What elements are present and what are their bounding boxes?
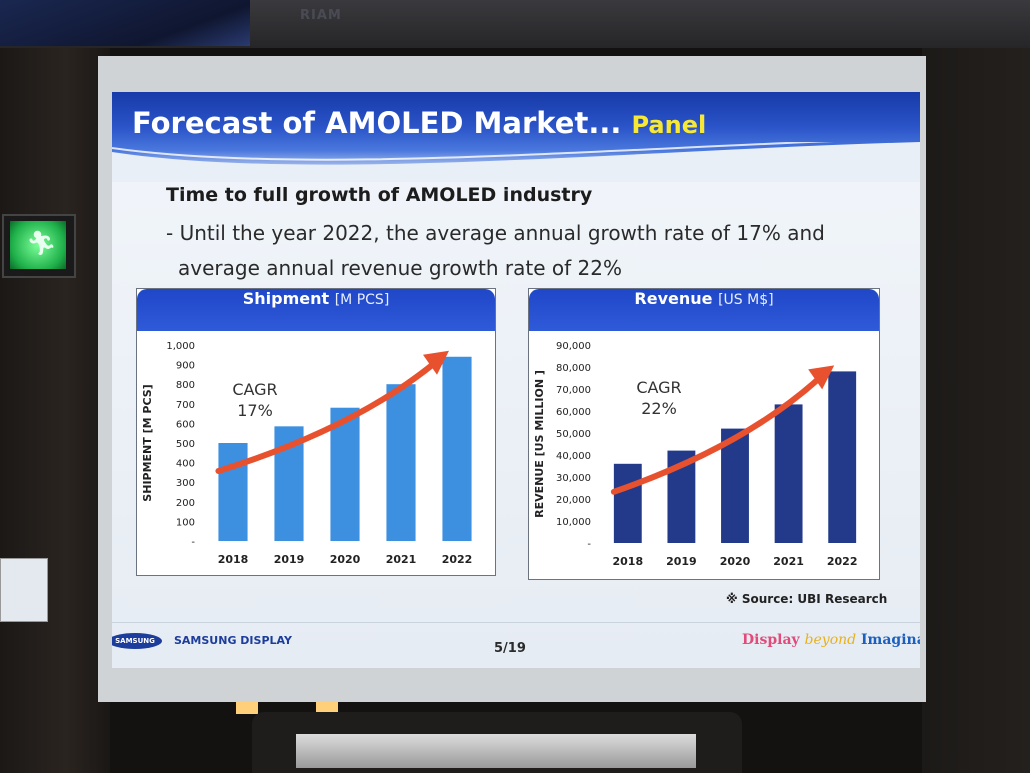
bullet-line-1: - Until the year 2022, the average annua… — [166, 221, 825, 245]
y-tick-label: 10,000 — [556, 517, 591, 528]
x-tick-label: 2022 — [827, 555, 858, 568]
x-tick-label: 2018 — [612, 555, 643, 568]
bar-2021 — [386, 384, 416, 541]
shipment-chart: Shipment [M PCS] SHIPMENT [M PCS] - 100 200… — [136, 288, 496, 576]
tagline-beyond: beyond — [804, 632, 857, 648]
floor-light — [236, 702, 258, 714]
x-tick-label: 2020 — [720, 555, 751, 568]
y-tick-label: 700 — [176, 400, 195, 411]
exit-sign-glass — [10, 221, 66, 269]
tagline-display: Display — [742, 632, 800, 648]
y-tick-label: 100 — [176, 517, 195, 528]
y-tick-label: - — [191, 537, 195, 548]
bar-2022 — [442, 356, 472, 541]
x-tick-label: 2021 — [773, 555, 804, 568]
x-tick-label: 2019 — [666, 555, 697, 568]
revenue-chart-header: Revenue [US M$] — [529, 289, 879, 331]
cagr-label: CAGR — [232, 380, 277, 399]
samsung-logo: SAMSUNG — [112, 633, 162, 649]
cagr-value: 17% — [237, 401, 273, 420]
source-note: ※ Source: UBI Research — [726, 592, 888, 606]
cagr-value: 22% — [641, 399, 677, 418]
growth-arrow-shaft — [610, 374, 824, 495]
footer-divider — [112, 622, 920, 623]
shipment-chart-unit: [M PCS] — [334, 292, 390, 308]
y-tick-label: 90,000 — [556, 341, 591, 352]
slide-title-main: Forecast of AMOLED Market... — [132, 106, 622, 140]
y-tick-label: - — [587, 539, 591, 550]
revenue-chart: Revenue [US M$] REVENUE [US MILLION ] - 10… — [528, 288, 880, 580]
bullet-line-2: average annual revenue growth rate of 22… — [178, 256, 622, 280]
y-axis-label: REVENUE [US MILLION ] — [533, 370, 546, 518]
bar-2020 — [330, 407, 360, 541]
growth-arrow-shaft — [215, 359, 438, 474]
monitor-screen — [296, 734, 696, 768]
banner-left — [0, 0, 250, 46]
bar-2021 — [774, 404, 803, 543]
y-tick-label: 30,000 — [556, 473, 591, 484]
x-tick-label: 2021 — [386, 553, 417, 566]
x-tick-label: 2022 — [442, 553, 473, 566]
y-tick-label: 900 — [176, 361, 195, 372]
growth-arrow-head — [423, 350, 449, 375]
running-man-icon: 🏃︎ — [26, 229, 57, 257]
slide-title: Forecast of AMOLED Market... Panel — [132, 106, 706, 140]
y-tick-label: 1,000 — [166, 341, 195, 352]
y-tick-label: 50,000 — [556, 429, 591, 440]
y-tick-label: 500 — [176, 439, 195, 450]
growth-arrow-head — [808, 365, 835, 390]
banner-logos: RIAM — [300, 8, 820, 26]
bar-2018 — [218, 443, 248, 541]
cagr-label: CAGR — [636, 378, 681, 397]
page-number: 5/19 — [494, 641, 526, 656]
wall-left — [0, 48, 110, 773]
shipment-chart-title: Shipment — [242, 289, 330, 308]
tagline: Display beyond Imagination — [742, 632, 920, 648]
y-tick-label: 200 — [176, 498, 195, 509]
monitor — [252, 712, 742, 773]
y-tick-label: 600 — [176, 419, 195, 430]
y-tick-label: 60,000 — [556, 407, 591, 418]
slide: Forecast of AMOLED Market... Panel Time … — [112, 92, 920, 668]
x-tick-label: 2019 — [274, 553, 305, 566]
shipment-chart-plot: SHIPMENT [M PCS] - 100 200 300 400 500 600 700 80… — [141, 341, 473, 566]
x-tick-label: 2020 — [330, 553, 361, 566]
y-axis-label: SHIPMENT [M PCS] — [141, 384, 154, 501]
revenue-chart-title: Revenue — [634, 289, 713, 308]
revenue-chart-plot: REVENUE [US MILLION ] - 10,000 20,000 30,000… — [533, 341, 858, 568]
exit-sign: 🏃︎ — [2, 214, 76, 278]
y-tick-label: 300 — [176, 478, 195, 489]
revenue-chart-unit: [US M$] — [718, 292, 774, 308]
bar-2018 — [613, 463, 642, 543]
y-tick-label: 20,000 — [556, 495, 591, 506]
slide-subtitle: Time to full growth of AMOLED industry — [166, 184, 593, 206]
y-tick-label: 800 — [176, 380, 195, 391]
tagline-imagination: Imagination — [860, 632, 920, 648]
shipment-chart-header: Shipment [M PCS] — [137, 289, 495, 331]
slide-title-accent: Panel — [631, 111, 707, 139]
company-name: SAMSUNG DISPLAY — [174, 634, 292, 647]
wall-right — [922, 48, 1030, 773]
bar-2022 — [828, 371, 857, 543]
riam-logo: RIAM — [300, 8, 342, 23]
y-tick-label: 70,000 — [556, 385, 591, 396]
side-poster — [0, 558, 48, 622]
y-tick-label: 400 — [176, 459, 195, 470]
header-swoosh — [112, 142, 920, 182]
floor-light — [316, 702, 338, 714]
bar-2020 — [721, 428, 749, 543]
y-tick-label: 40,000 — [556, 451, 591, 462]
y-tick-label: 80,000 — [556, 363, 591, 374]
bullet-text: - Until the year 2022, the average annua… — [166, 216, 886, 286]
x-tick-label: 2018 — [218, 553, 249, 566]
